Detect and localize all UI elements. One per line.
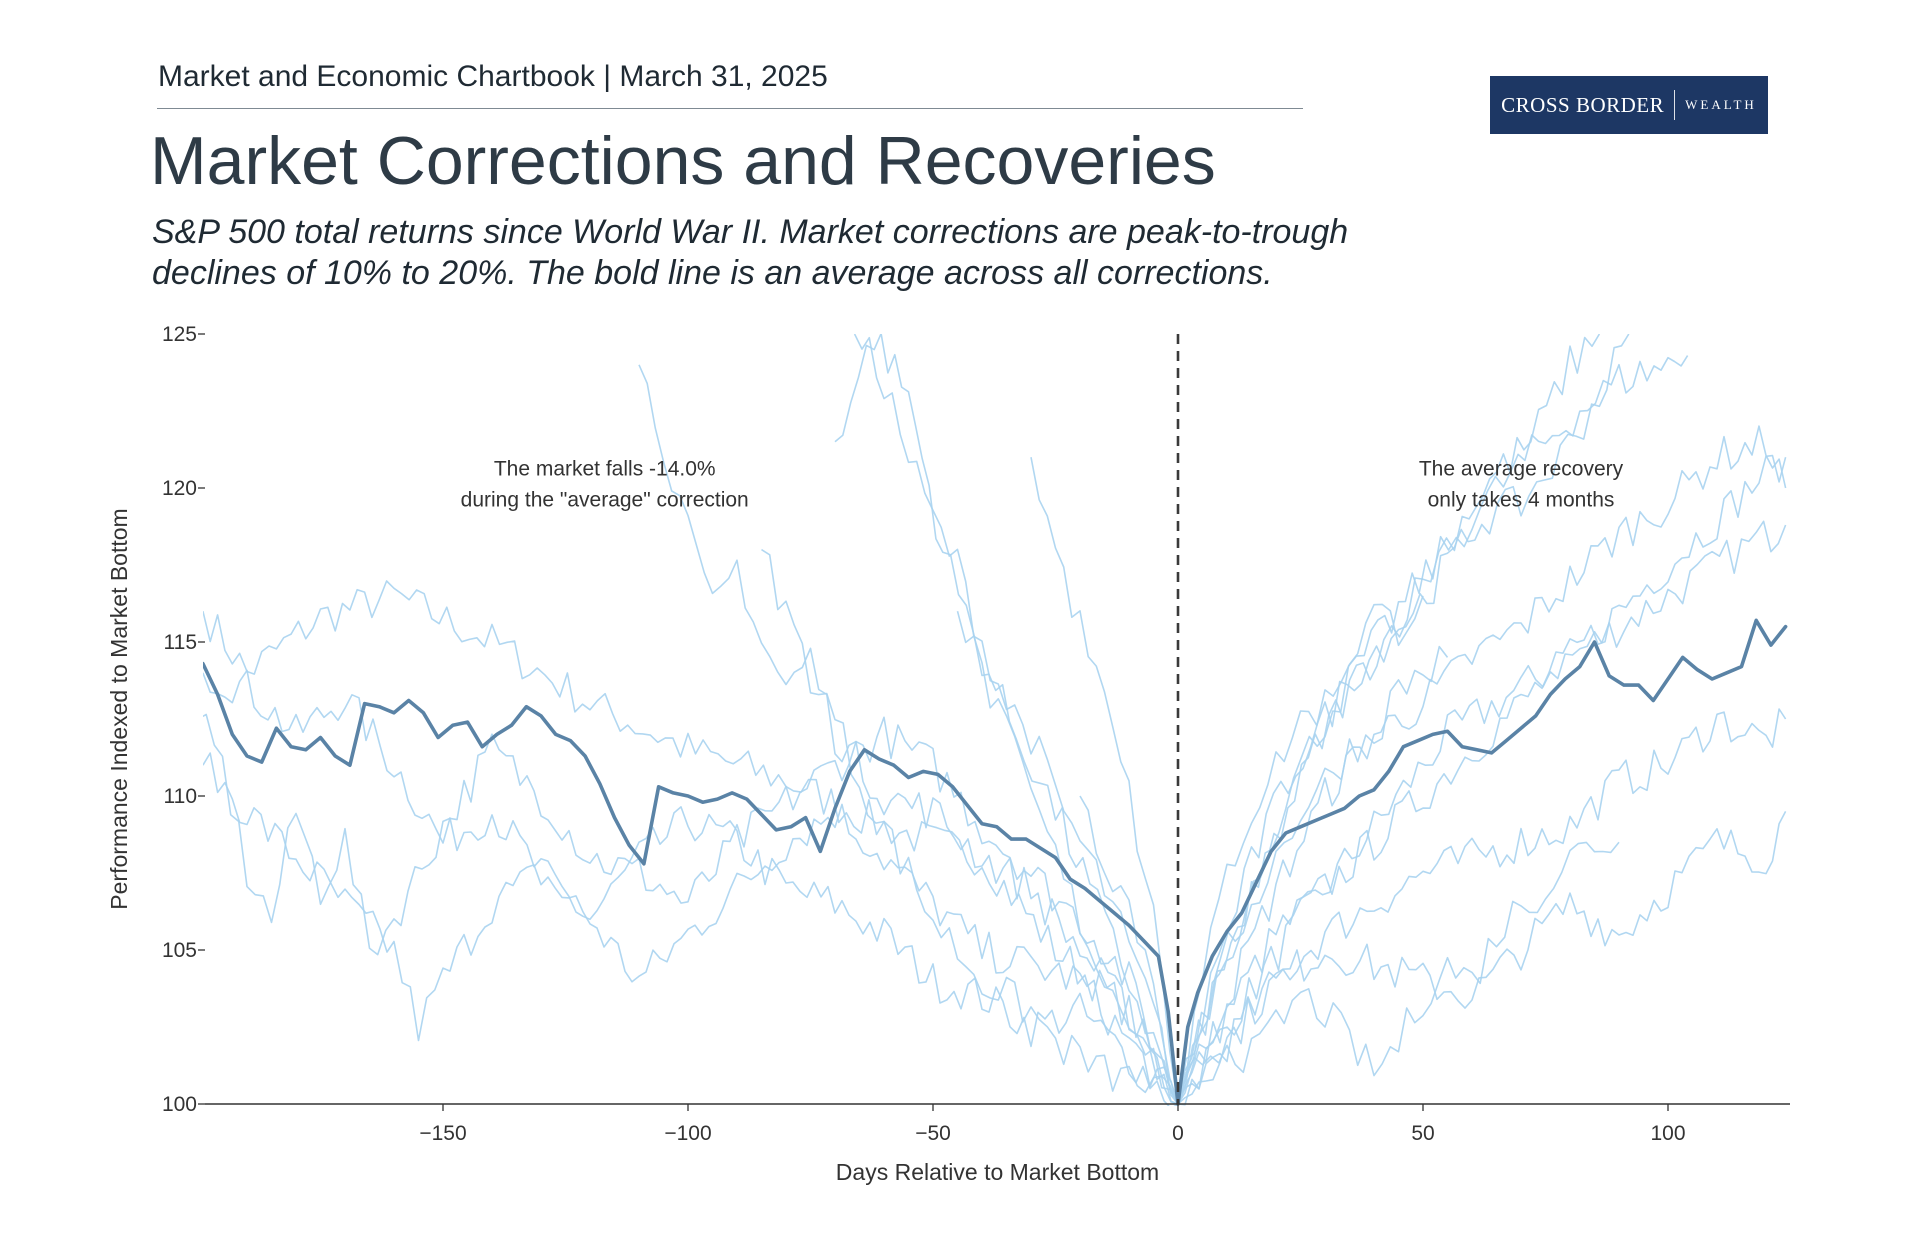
- y-axis-title: Performance Indexed to Market Bottom: [106, 508, 132, 909]
- subtitle-line-1: S&P 500 total returns since World War II…: [152, 213, 1349, 251]
- annotation-1: The market falls -14.0% during the "avera…: [461, 458, 749, 512]
- page-subtitle: S&P 500 total returns since World War II…: [152, 212, 1452, 294]
- x-tick-label--150: −150: [419, 1122, 466, 1145]
- annotation-1-line-2: during the "average" correction: [461, 489, 749, 512]
- x-tick-label-100: 100: [1650, 1122, 1685, 1145]
- annotation-2: The average recovery only takes 4 months: [1419, 458, 1624, 512]
- x-tick-label-0: 0: [1172, 1122, 1184, 1145]
- correction-series-line-6: [853, 334, 1689, 1105]
- correction-series-line-2: [203, 454, 1787, 1106]
- logo-wealth: WEALTH: [1685, 97, 1757, 112]
- y-tick-label-105: 105: [162, 939, 197, 962]
- logo-brand: CROSS BORDER: [1501, 92, 1665, 117]
- y-tick-label-120: 120: [162, 477, 197, 500]
- annotations-layer: The market falls -14.0% during the "avera…: [461, 458, 1624, 512]
- average-line-layer: [203, 618, 1788, 1106]
- y-tick-label-110: 110: [164, 785, 197, 808]
- x-tick-label--100: −100: [664, 1122, 711, 1145]
- annotation-2-line-1: The average recovery: [1419, 458, 1624, 481]
- chartbook-header: Market and Economic Chartbook | March 31…: [158, 60, 828, 93]
- correction-series-line-5: [638, 364, 1787, 1105]
- logo-separator: [1674, 90, 1676, 120]
- correction-series-line-11: [956, 610, 1449, 1105]
- header-divider: [157, 108, 1303, 109]
- subtitle-line-2: declines of 10% to 20%. The bold line is…: [152, 254, 1273, 292]
- x-axis-title: Days Relative to Market Bottom: [836, 1159, 1159, 1185]
- page-title: Market Corrections and Recoveries: [150, 123, 1216, 199]
- correction-series-line-3: [203, 708, 1787, 1105]
- correction-series-line-10: [1079, 595, 1424, 1105]
- y-tick-label-100: 100: [162, 1093, 197, 1116]
- correction-lines-layer: [203, 334, 1787, 1106]
- x-tick-label--50: −50: [915, 1122, 951, 1145]
- annotation-2-line-2: only takes 4 months: [1428, 489, 1615, 512]
- correction-series-line-8: [1030, 334, 1630, 1105]
- axes-layer: 100 105 110 115 120 125 −150 −100 −50 0 50 100 Days …: [106, 323, 1790, 1185]
- correction-series-line-4: [203, 713, 1787, 1105]
- x-tick-label-50: 50: [1411, 1122, 1434, 1145]
- y-tick-label-125: 125: [162, 323, 197, 346]
- correction-series-line-9: [761, 548, 1620, 1105]
- annotation-1-line-1: The market falls -14.0%: [494, 458, 716, 481]
- average-series-line: [203, 618, 1788, 1106]
- y-tick-label-115: 115: [164, 631, 197, 654]
- cross-border-wealth-logo: CROSS BORDER WEALTH: [1490, 76, 1768, 134]
- correction-series-line-7: [834, 334, 1601, 1105]
- correction-series-line-1: [203, 520, 1787, 1106]
